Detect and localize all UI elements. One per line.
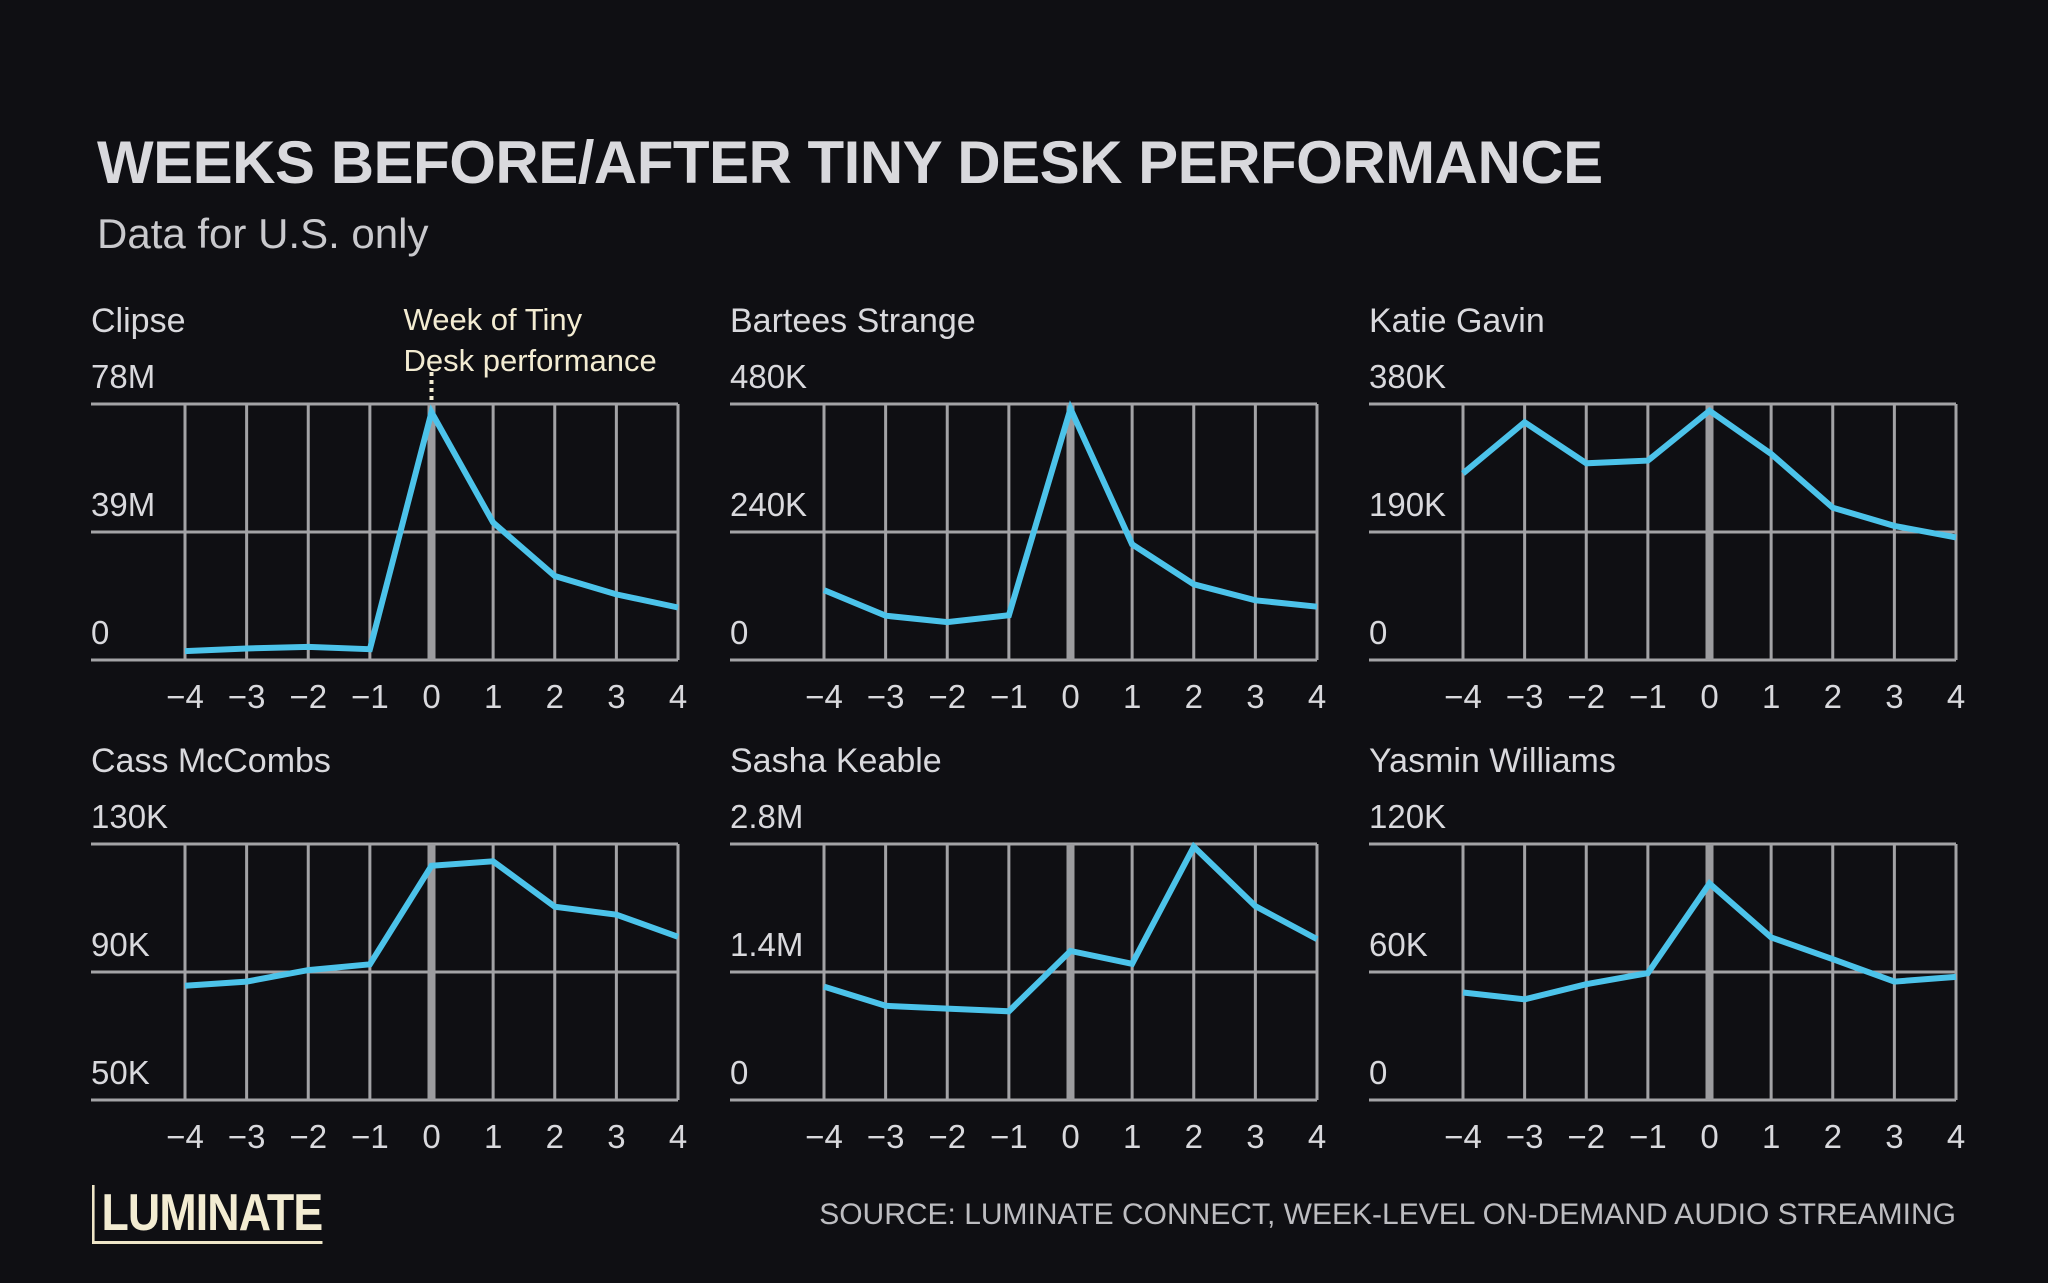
x-tick-label: 1 [1762,1118,1780,1155]
panel-title: Cass McCombs [91,742,331,780]
x-tick-label: −3 [228,678,266,715]
panel-yasmin-williams: Yasmin Williams 0 60K 120K −4 −3 −2 −1 0 1 2 3 4 [1369,742,1965,1155]
x-tick-label: −4 [805,1118,843,1155]
x-tick-label: 0 [1061,678,1079,715]
x-tick-label: 1 [1762,678,1780,715]
panel-title: Katie Gavin [1369,302,1545,340]
panel-katie-gavin: Katie Gavin 0 190K 380K −4 −3 −2 −1 0 1 2 3 4 [1369,302,1965,715]
source-note: SOURCE: LUMINATE CONNECT, WEEK-LEVEL ON-… [819,1198,1956,1231]
x-tick-label: −2 [928,678,966,715]
y-tick-label: 50K [91,1054,150,1091]
x-tick-label: −1 [1629,1118,1667,1155]
panel-sasha-keable: Sasha Keable 0 1.4M 2.8M −4 −3 −2 −1 0 1 2 3 4 [730,742,1326,1155]
panel-title: Yasmin Williams [1369,742,1616,780]
panel-title: Sasha Keable [730,742,942,780]
x-tick-label: 1 [1123,678,1141,715]
x-tick-label: 1 [484,678,502,715]
y-tick-label: 240K [730,486,807,523]
panel-clipse: Clipse 0 39M 78M −4 −3 −2 −1 0 1 2 3 4 Week of Tiny De… [91,302,687,715]
y-tick-label: 190K [1369,486,1446,523]
x-tick-label: 3 [1885,1118,1903,1155]
x-tick-label: 2 [1824,678,1842,715]
y-tick-label: 2.8M [730,798,803,835]
y-tick-label: 0 [1369,614,1387,651]
x-tick-label: 3 [1246,1118,1264,1155]
luminate-logo: LUMINATE [92,1185,323,1244]
y-tick-label: 39M [91,486,155,523]
x-tick-label: 4 [1947,678,1965,715]
x-tick-label: −1 [990,1118,1028,1155]
x-tick-label: −2 [1567,678,1605,715]
x-tick-label: −4 [1444,1118,1482,1155]
x-tick-label: 0 [1061,1118,1079,1155]
y-tick-label: 0 [91,614,109,651]
y-tick-label: 120K [1369,798,1446,835]
panel-title: Clipse [91,302,185,340]
x-tick-label: 0 [422,678,440,715]
x-tick-label: −4 [166,678,204,715]
x-tick-label: −3 [1506,1118,1544,1155]
x-tick-label: −3 [867,1118,905,1155]
annotation-label-line2: Desk performance [404,343,657,378]
y-tick-label: 0 [730,614,748,651]
x-tick-label: 3 [1246,678,1264,715]
x-tick-label: 3 [607,678,625,715]
x-tick-label: −2 [1567,1118,1605,1155]
x-tick-label: 2 [546,678,564,715]
y-tick-label: 0 [730,1054,748,1091]
x-tick-label: 4 [669,678,687,715]
x-tick-label: −3 [867,678,905,715]
x-tick-label: −4 [805,678,843,715]
x-tick-label: −3 [1506,678,1544,715]
chart-subtitle: Data for U.S. only [97,210,429,257]
x-tick-label: 2 [1185,1118,1203,1155]
y-tick-label: 1.4M [730,926,803,963]
x-tick-label: 2 [546,1118,564,1155]
x-tick-label: −1 [351,678,389,715]
y-tick-label: 380K [1369,358,1446,395]
x-tick-label: 0 [422,1118,440,1155]
x-tick-label: −2 [928,1118,966,1155]
x-tick-label: −2 [289,678,327,715]
x-tick-label: −3 [228,1118,266,1155]
panel-title: Bartees Strange [730,302,976,340]
y-tick-label: 0 [1369,1054,1387,1091]
x-tick-label: 0 [1700,678,1718,715]
x-tick-label: 4 [1947,1118,1965,1155]
x-tick-label: 4 [1308,1118,1326,1155]
panel-cass-mccombs: Cass McCombs 50K 90K 130K −4 −3 −2 −1 0 1 2 3 4 [91,742,687,1155]
panel-bartees-strange: Bartees Strange 0 240K 480K −4 −3 −2 −1 0 1 2 3 4 [730,302,1326,715]
x-tick-label: 3 [1885,678,1903,715]
x-tick-label: −2 [289,1118,327,1155]
y-tick-label: 78M [91,358,155,395]
x-tick-label: 2 [1824,1118,1842,1155]
x-tick-label: −1 [1629,678,1667,715]
x-tick-label: −1 [351,1118,389,1155]
x-tick-label: 2 [1185,678,1203,715]
x-tick-label: −4 [1444,678,1482,715]
y-tick-label: 60K [1369,926,1428,963]
x-tick-label: 0 [1700,1118,1718,1155]
y-tick-label: 130K [91,798,168,835]
annotation-label-line1: Week of Tiny [404,302,583,337]
chart-title: WEEKS BEFORE/AFTER TINY DESK PERFORMANCE [97,129,1603,196]
x-tick-label: 1 [484,1118,502,1155]
x-tick-label: 3 [607,1118,625,1155]
x-tick-label: −4 [166,1118,204,1155]
x-tick-label: −1 [990,678,1028,715]
x-tick-label: 4 [669,1118,687,1155]
y-tick-label: 90K [91,926,150,963]
x-tick-label: 4 [1308,678,1326,715]
x-tick-label: 1 [1123,1118,1141,1155]
y-tick-label: 480K [730,358,807,395]
